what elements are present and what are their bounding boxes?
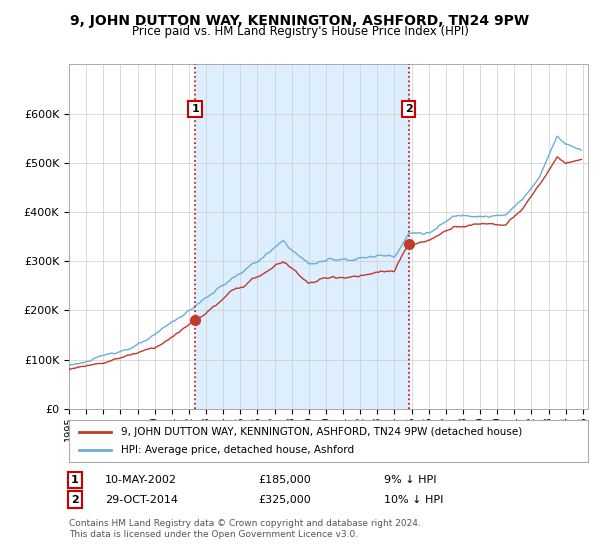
Text: 10% ↓ HPI: 10% ↓ HPI bbox=[384, 494, 443, 505]
Bar bbox=[195, 64, 409, 409]
Text: Contains HM Land Registry data © Crown copyright and database right 2024.
This d: Contains HM Land Registry data © Crown c… bbox=[69, 520, 421, 539]
Text: 9, JOHN DUTTON WAY, KENNINGTON, ASHFORD, TN24 9PW: 9, JOHN DUTTON WAY, KENNINGTON, ASHFORD,… bbox=[70, 14, 530, 28]
Text: HPI: Average price, detached house, Ashford: HPI: Average price, detached house, Ashf… bbox=[121, 445, 354, 455]
Text: Price paid vs. HM Land Registry's House Price Index (HPI): Price paid vs. HM Land Registry's House … bbox=[131, 25, 469, 38]
Text: 10-MAY-2002: 10-MAY-2002 bbox=[105, 475, 177, 485]
Text: 1: 1 bbox=[71, 475, 79, 485]
Text: 9, JOHN DUTTON WAY, KENNINGTON, ASHFORD, TN24 9PW (detached house): 9, JOHN DUTTON WAY, KENNINGTON, ASHFORD,… bbox=[121, 427, 522, 437]
Text: £325,000: £325,000 bbox=[258, 494, 311, 505]
Text: 2: 2 bbox=[71, 494, 79, 505]
Text: 1: 1 bbox=[191, 104, 199, 114]
Text: 9% ↓ HPI: 9% ↓ HPI bbox=[384, 475, 437, 485]
Text: 29-OCT-2014: 29-OCT-2014 bbox=[105, 494, 178, 505]
Text: 2: 2 bbox=[405, 104, 413, 114]
Text: £185,000: £185,000 bbox=[258, 475, 311, 485]
